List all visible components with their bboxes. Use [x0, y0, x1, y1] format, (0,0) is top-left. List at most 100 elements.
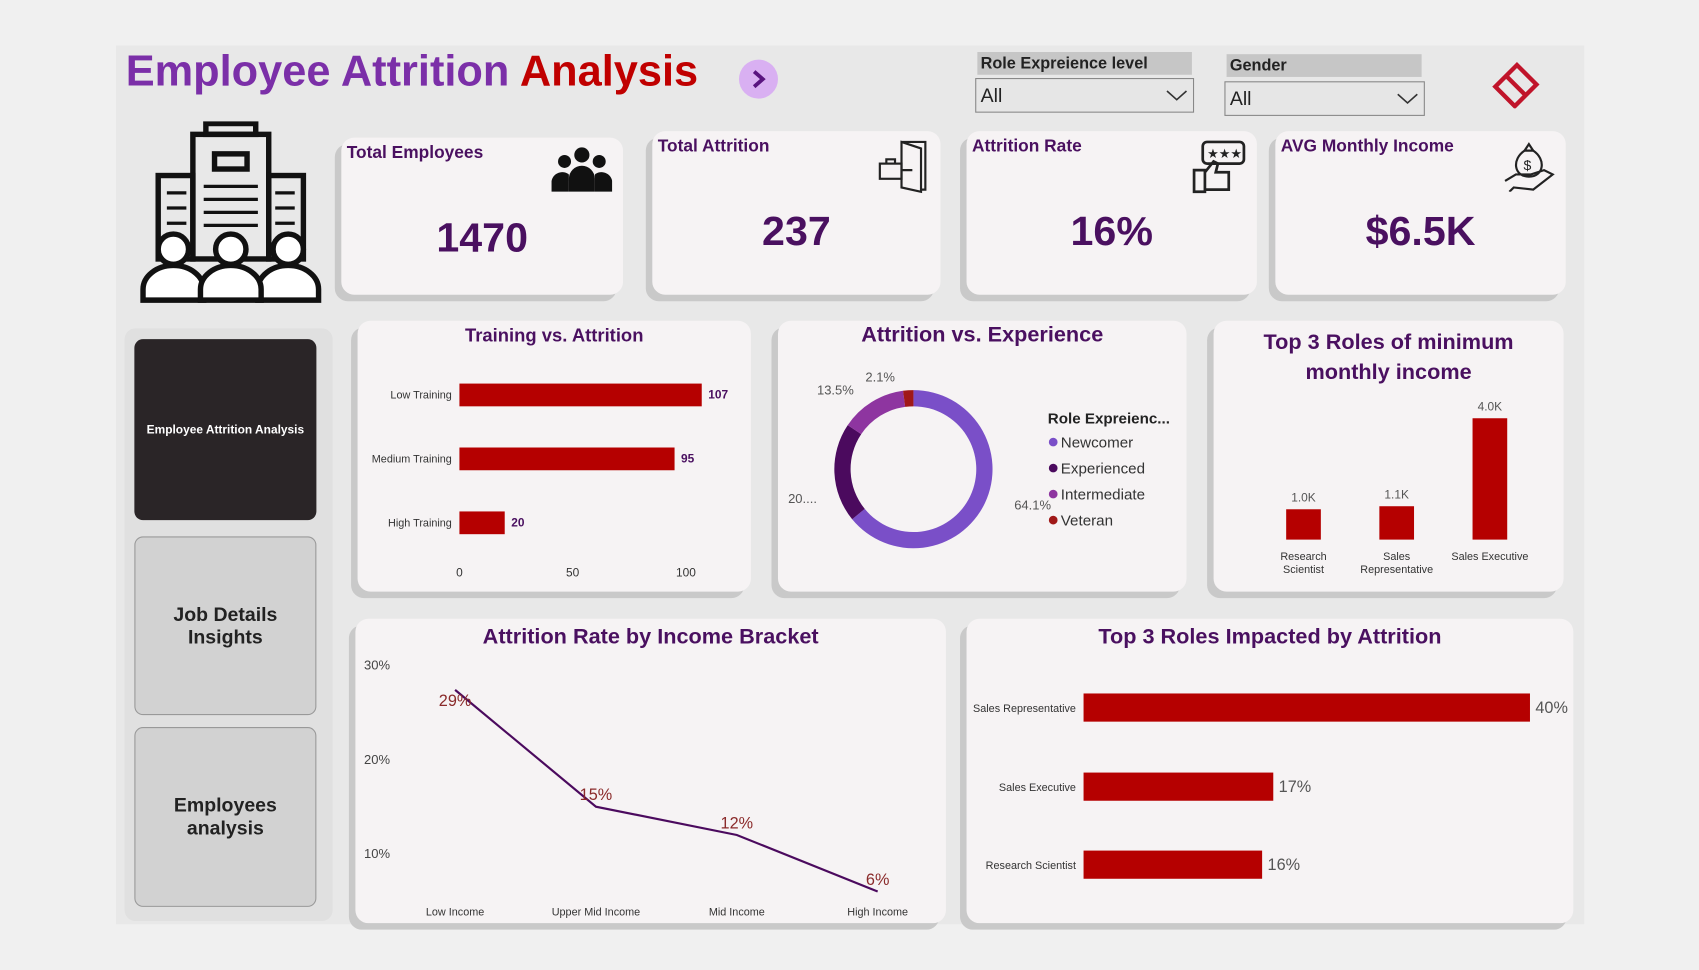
- data-label: 12%: [721, 814, 754, 832]
- legend-marker: [1048, 463, 1058, 473]
- data-label: 107: [708, 388, 728, 402]
- x-tick-label: Upper Mid Income: [552, 907, 640, 919]
- chart-title: Top 3 Roles of minimum monthly income: [1263, 330, 1514, 385]
- data-label: 17%: [1279, 778, 1312, 796]
- y-tick-label: 10%: [364, 846, 390, 861]
- attrition-vs-experience-chart: 64.1% Newcomer 20.... Experienced 13.5% Inter…: [788, 369, 1170, 549]
- legend-marker: [1048, 437, 1058, 447]
- y-tick-label: 20%: [364, 752, 390, 767]
- gender-dropdown[interactable]: All: [1224, 81, 1425, 116]
- legend-marker: [1048, 515, 1058, 525]
- kpi-label: Total Attrition: [657, 137, 770, 157]
- chart-title: Attrition vs. Experience: [861, 322, 1104, 347]
- slice-label: 13.5%: [817, 382, 854, 397]
- data-label: 4.0K: [1478, 400, 1503, 414]
- kpi-value: $6.5K: [1365, 209, 1476, 255]
- people-group-icon: [551, 147, 613, 192]
- rating-thumbs-icon: ★★★: [1192, 140, 1246, 194]
- legend-item: Newcomer: [1061, 435, 1133, 452]
- kpi-value: 16%: [1070, 209, 1153, 255]
- x-tick-label: 0: [456, 565, 463, 579]
- filter-label-gender: Gender: [1226, 54, 1422, 77]
- roles-impacted-card: Top 3 Roles Impacted by Attrition: [966, 618, 1574, 924]
- role-experience-dropdown[interactable]: All: [975, 78, 1195, 113]
- x-tick-label: Mid Income: [709, 907, 765, 919]
- bar: [459, 511, 505, 535]
- exit-door-icon: [878, 140, 927, 194]
- bar: [1472, 418, 1508, 540]
- page-title: Employee Attrition Analysis: [126, 48, 698, 97]
- legend-item: Intermediate: [1061, 487, 1145, 504]
- chevron-down-icon: [1397, 93, 1418, 105]
- data-label: 15%: [580, 786, 613, 804]
- category-label: High Training: [388, 518, 452, 530]
- chevron-right-icon: [752, 70, 766, 89]
- chevron-down-icon: [1166, 90, 1188, 101]
- category-label: Sales Representative: [973, 703, 1076, 715]
- legend-marker: [1048, 489, 1058, 499]
- kpi-card-total-attrition: Total Attrition 237: [652, 131, 941, 295]
- money-bag-hand-icon: $: [1504, 142, 1555, 192]
- income-bracket-card: Attrition Rate by Income Bracket: [355, 618, 946, 924]
- data-label: 29%: [439, 692, 472, 710]
- dropdown-value: All: [980, 83, 1003, 106]
- category-label: Low Training: [390, 390, 451, 402]
- bar: [1083, 772, 1274, 801]
- legend-item: Experienced: [1061, 461, 1145, 478]
- bar: [1379, 506, 1415, 540]
- svg-text:$: $: [1523, 157, 1531, 173]
- kpi-card-avg-monthly-income: AVG Monthly Income $ $6.5K: [1275, 131, 1566, 295]
- slice-label: 20....: [788, 491, 817, 506]
- x-tick-label: 50: [566, 565, 580, 579]
- chart-title: Top 3 Roles Impacted by Attrition: [1098, 625, 1442, 650]
- kpi-label: Attrition Rate: [971, 137, 1082, 157]
- kpi-value: 237: [762, 209, 831, 255]
- x-tick-label: 100: [676, 565, 696, 579]
- line-series: [454, 689, 879, 893]
- donut-slice: [852, 390, 993, 549]
- svg-text:★★★: ★★★: [1207, 146, 1242, 161]
- bar: [459, 383, 702, 407]
- title-part-2: Analysis: [519, 47, 699, 96]
- bar: [1083, 850, 1263, 879]
- nav-employees-analysis[interactable]: Employees analysis: [134, 727, 317, 907]
- nav-job-details-insights[interactable]: Job Details Insights: [134, 536, 317, 716]
- legend-title: Role Expreienc...: [1048, 411, 1170, 428]
- nav-employee-attrition-analysis[interactable]: Employee Attrition Analysis: [134, 339, 317, 521]
- category-label: Representative: [1360, 564, 1433, 576]
- x-tick-label: High Income: [847, 907, 908, 919]
- data-label: 6%: [866, 871, 889, 889]
- data-label: 1.0K: [1291, 491, 1316, 505]
- data-label: 20: [511, 516, 525, 530]
- donut-slice: [903, 390, 914, 407]
- filter-label-role-experience: Role Expreience level: [977, 52, 1192, 75]
- income-bracket-chart: 30% 20% 10% 29% Low Income 15% Upper Mid Incom…: [364, 658, 908, 919]
- kpi-label: Total Employees: [346, 144, 484, 163]
- dropdown-value: All: [1229, 87, 1252, 109]
- x-tick-label: Low Income: [426, 907, 484, 919]
- kpi-card-total-employees: Total Employees 1470: [341, 137, 624, 295]
- roles-impacted-chart: Sales Representative 40% Sales Executive 17…: [973, 693, 1568, 879]
- kpi-card-attrition-rate: Attrition Rate ★★★ 16%: [966, 131, 1257, 295]
- kpi-label: AVG Monthly Income: [1280, 137, 1454, 157]
- clear-filters-eraser-icon[interactable]: [1491, 61, 1541, 109]
- data-label: 95: [681, 452, 695, 466]
- legend-item: Veteran: [1061, 513, 1113, 530]
- kpi-value: 1470: [436, 215, 528, 262]
- next-page-button[interactable]: [738, 59, 778, 99]
- data-label: 40%: [1535, 699, 1568, 717]
- data-label: 16%: [1268, 856, 1301, 874]
- bar: [1286, 509, 1321, 540]
- chart-title: Training vs. Attrition: [465, 325, 644, 346]
- training-vs-attrition-chart: Low Training 107 Medium Training 95 High Tra…: [372, 383, 728, 579]
- bar: [459, 447, 675, 471]
- title-part-1: Employee Attrition: [125, 47, 520, 96]
- bar: [1083, 693, 1530, 722]
- donut-slice: [847, 390, 906, 435]
- chart-title: Attrition Rate by Income Bracket: [482, 625, 819, 650]
- category-label: Medium Training: [372, 454, 452, 466]
- category-label: Sales Executive: [1451, 551, 1528, 563]
- y-tick-label: 30%: [364, 658, 390, 673]
- category-label: Sales: [1383, 551, 1411, 563]
